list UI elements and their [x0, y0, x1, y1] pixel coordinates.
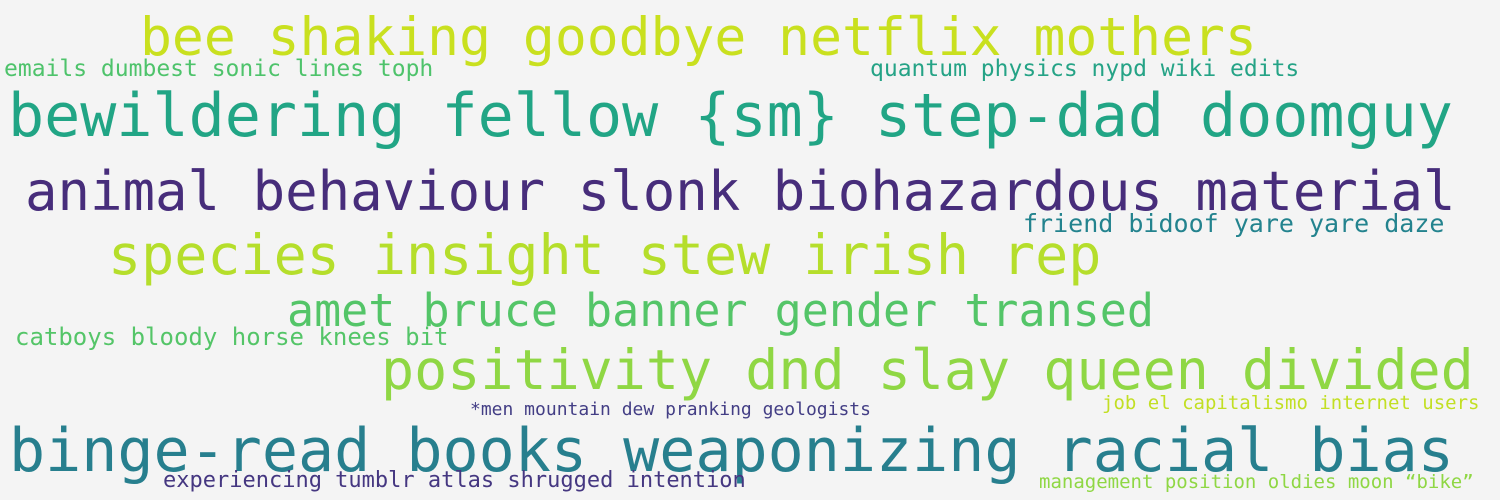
cloud-phrase: experiencing tumblr atlas shrugged inten… — [163, 468, 746, 493]
cloud-phrase: amet bruce banner gender transed — [287, 284, 1154, 337]
cloud-phrase: positivity dnd slay queen divided — [381, 338, 1474, 402]
cloud-phrase: bee shaking goodbye netflix mothers — [140, 7, 1257, 68]
cloud-phrase: binge-read books weaponizing racial bias — [9, 416, 1454, 486]
cloud-phrase: species insight stew irish rep — [108, 223, 1102, 287]
cloud-phrase: bewildering fellow {sm} step-dad doomguy — [8, 81, 1453, 151]
cloud-phrase: quantum physics nypd wiki edits — [870, 56, 1300, 82]
cloud-phrase: catboys bloody horse knees bit — [15, 323, 449, 351]
cloud-phrase: animal behaviour slonk biohazardous mate… — [25, 160, 1456, 223]
cloud-phrase: friend bidoof yare yare daze — [1023, 209, 1445, 238]
cloud-phrase: management position oldies moon “bike” — [1039, 471, 1474, 493]
cloud-phrase: emails dumbest sonic lines toph — [4, 56, 434, 82]
cloud-phrase: *men mountain dew pranking geologists — [470, 399, 871, 420]
cloud-phrase: job el capitalismo internet users — [1102, 392, 1480, 414]
